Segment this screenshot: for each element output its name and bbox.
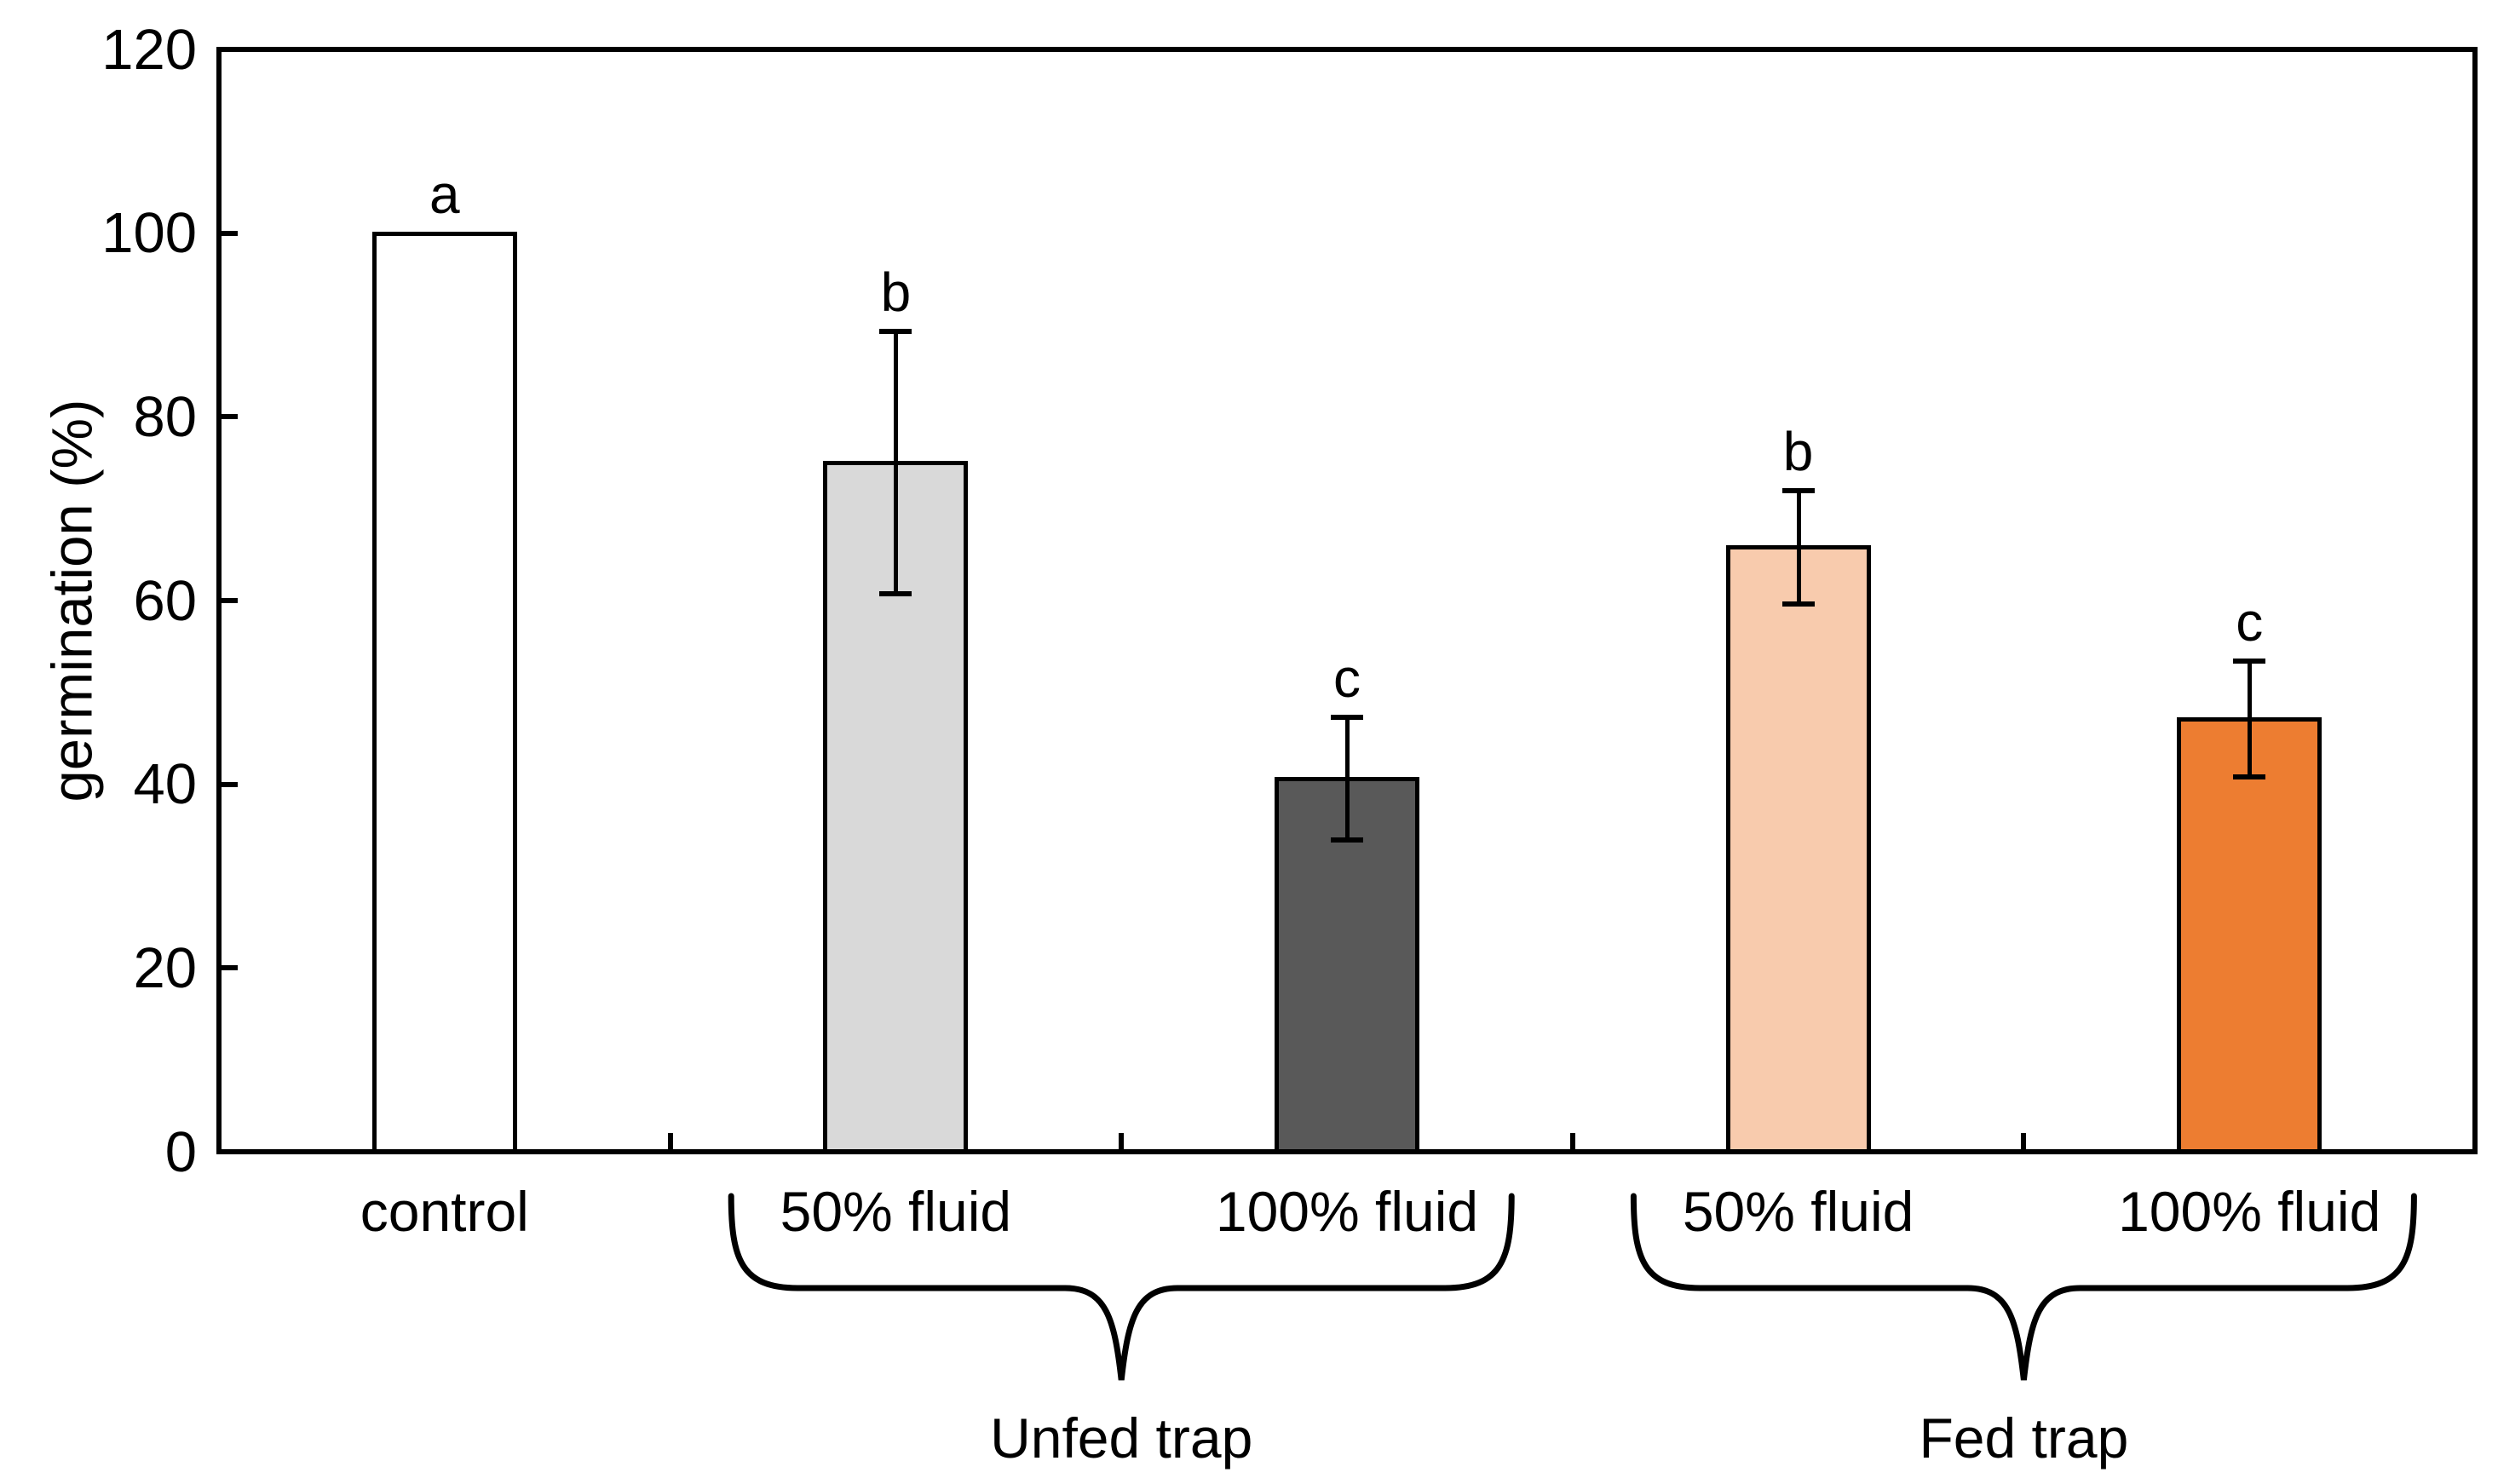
y-axis-tick (222, 230, 238, 236)
y-axis-tick (222, 781, 238, 787)
category-label: 50% fluid (1682, 1180, 1914, 1243)
error-bar-line (1796, 490, 1801, 605)
error-bar-line (2248, 661, 2253, 778)
significance-letter: a (429, 163, 460, 225)
error-bar-cap-bottom (1781, 601, 1815, 607)
bar-50-fluid (1725, 545, 1871, 1153)
significance-letter: c (2236, 591, 2264, 653)
error-bar-line (894, 331, 899, 595)
category-label: 50% fluid (780, 1180, 1012, 1243)
error-bar-cap-top (1331, 714, 1363, 720)
error-bar-cap-top (1781, 487, 1815, 493)
y-tick-label: 60 (133, 568, 197, 633)
group-brace (1630, 1193, 2417, 1381)
x-axis-tick (1569, 1133, 1575, 1149)
group-label: Unfed trap (990, 1406, 1253, 1470)
y-tick-label: 40 (133, 752, 197, 817)
error-bar-cap-bottom (2233, 774, 2266, 780)
error-bar-cap-bottom (1331, 837, 1363, 843)
bar-control (371, 231, 517, 1153)
group-label: Fed trap (1919, 1406, 2129, 1470)
y-axis-tick (222, 965, 238, 971)
y-tick-label: 80 (133, 384, 197, 449)
x-axis-tick (2021, 1133, 2027, 1149)
category-label: 100% fluid (1215, 1180, 1479, 1243)
bar-100-fluid (2177, 717, 2322, 1153)
error-bar-cap-top (2233, 659, 2266, 664)
error-bar-line (1345, 716, 1350, 841)
y-tick-label: 120 (101, 17, 197, 82)
y-tick-label: 100 (101, 201, 197, 266)
category-label: 100% fluid (2118, 1180, 2381, 1243)
y-axis-tick (222, 414, 238, 420)
bar-50-fluid (823, 461, 969, 1153)
y-axis-tick (222, 598, 238, 603)
error-bar-cap-bottom (879, 591, 912, 597)
y-tick-label: 20 (133, 935, 197, 1000)
significance-letter: b (880, 262, 912, 324)
significance-letter: c (1333, 647, 1361, 709)
x-axis-tick (667, 1133, 673, 1149)
y-tick-label: 0 (164, 1119, 197, 1184)
group-brace (728, 1193, 1515, 1381)
error-bar-cap-top (879, 329, 912, 335)
category-label: control (360, 1180, 529, 1243)
significance-letter: b (1782, 420, 1814, 482)
x-axis-tick (1119, 1133, 1125, 1149)
